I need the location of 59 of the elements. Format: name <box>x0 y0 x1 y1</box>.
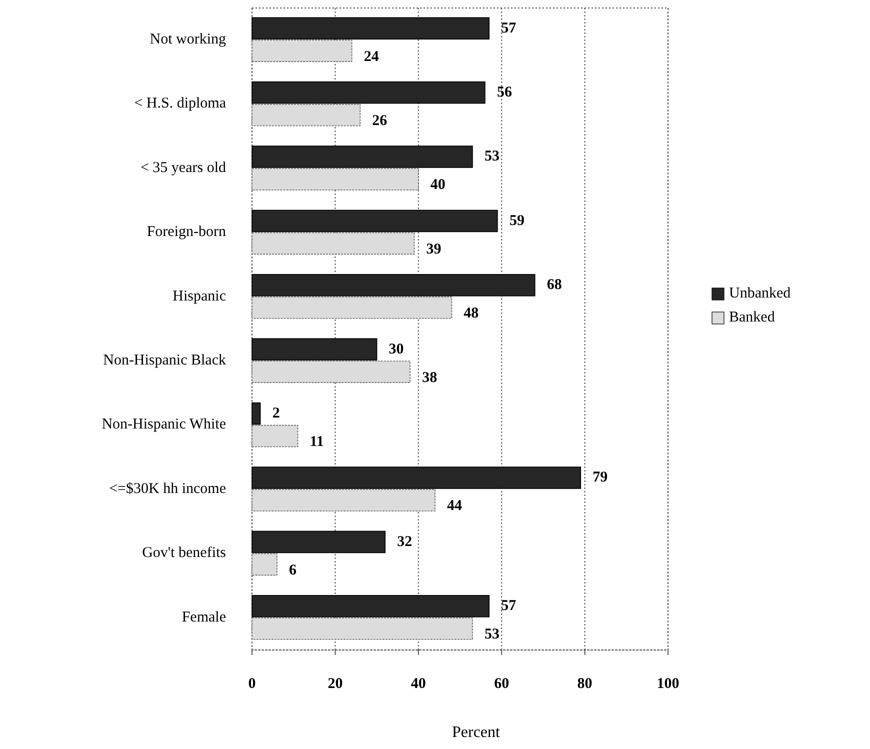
data-label: 48 <box>464 306 479 322</box>
data-label: 11 <box>310 434 324 450</box>
data-label: 44 <box>447 498 463 514</box>
data-label: 6 <box>288 562 297 578</box>
bar <box>252 489 436 512</box>
bar <box>252 296 452 319</box>
data-label: 79 <box>592 470 608 486</box>
bar <box>252 232 415 255</box>
data-label: 57 <box>501 20 517 36</box>
bar <box>252 17 490 40</box>
bar <box>252 81 486 104</box>
y-tick-label: Non-Hispanic Black <box>103 352 226 369</box>
y-tick-label: Female <box>182 609 226 626</box>
bar <box>252 168 419 190</box>
bar <box>252 274 536 296</box>
data-label: 56 <box>496 84 512 101</box>
bar <box>252 146 473 168</box>
y-tick-label: Non-Hispanic White <box>102 416 226 433</box>
bar <box>252 40 352 62</box>
bar <box>252 595 490 618</box>
legend-label: Unbanked <box>729 285 792 302</box>
data-label: 26 <box>372 112 388 129</box>
data-label: 53 <box>484 626 500 643</box>
data-label: 53 <box>484 148 500 165</box>
data-label: 68 <box>546 277 562 294</box>
x-tick-label: 0 <box>248 676 256 692</box>
bar <box>252 360 410 383</box>
y-tick-label: Gov't benefits <box>142 545 226 562</box>
bar <box>252 402 261 425</box>
bar <box>252 618 473 640</box>
y-tick-label: Hispanic <box>172 288 226 304</box>
data-label: 40 <box>430 177 446 194</box>
bar <box>252 104 361 126</box>
legend-label: Banked <box>729 309 776 326</box>
data-label: 32 <box>397 534 412 550</box>
bar <box>252 338 378 360</box>
x-tick-label: 20 <box>328 676 343 692</box>
data-label: 38 <box>422 370 438 386</box>
data-label: 57 <box>501 598 517 614</box>
data-label: 24 <box>364 48 380 65</box>
data-label: 39 <box>426 241 442 258</box>
x-tick-label: 80 <box>577 676 592 692</box>
data-label: 59 <box>509 212 524 229</box>
bar <box>252 553 278 576</box>
x-tick-label: 100 <box>656 676 680 692</box>
bar <box>252 424 298 448</box>
data-label: 30 <box>388 341 404 358</box>
x-axis-title: Percent <box>452 724 501 741</box>
x-tick-label: 60 <box>494 676 510 692</box>
y-tick-label: <=$30K hh income <box>109 480 226 497</box>
bar <box>252 210 498 232</box>
bar <box>252 466 582 489</box>
y-tick-label: Not working <box>150 32 226 48</box>
data-label: 2 <box>272 406 280 422</box>
bar <box>252 530 386 554</box>
y-tick-label: Foreign-born <box>146 224 226 240</box>
y-tick-label: < 35 years old <box>140 160 226 176</box>
x-tick-label: 40 <box>410 676 426 692</box>
y-tick-label: < H.S. diploma <box>134 96 226 112</box>
